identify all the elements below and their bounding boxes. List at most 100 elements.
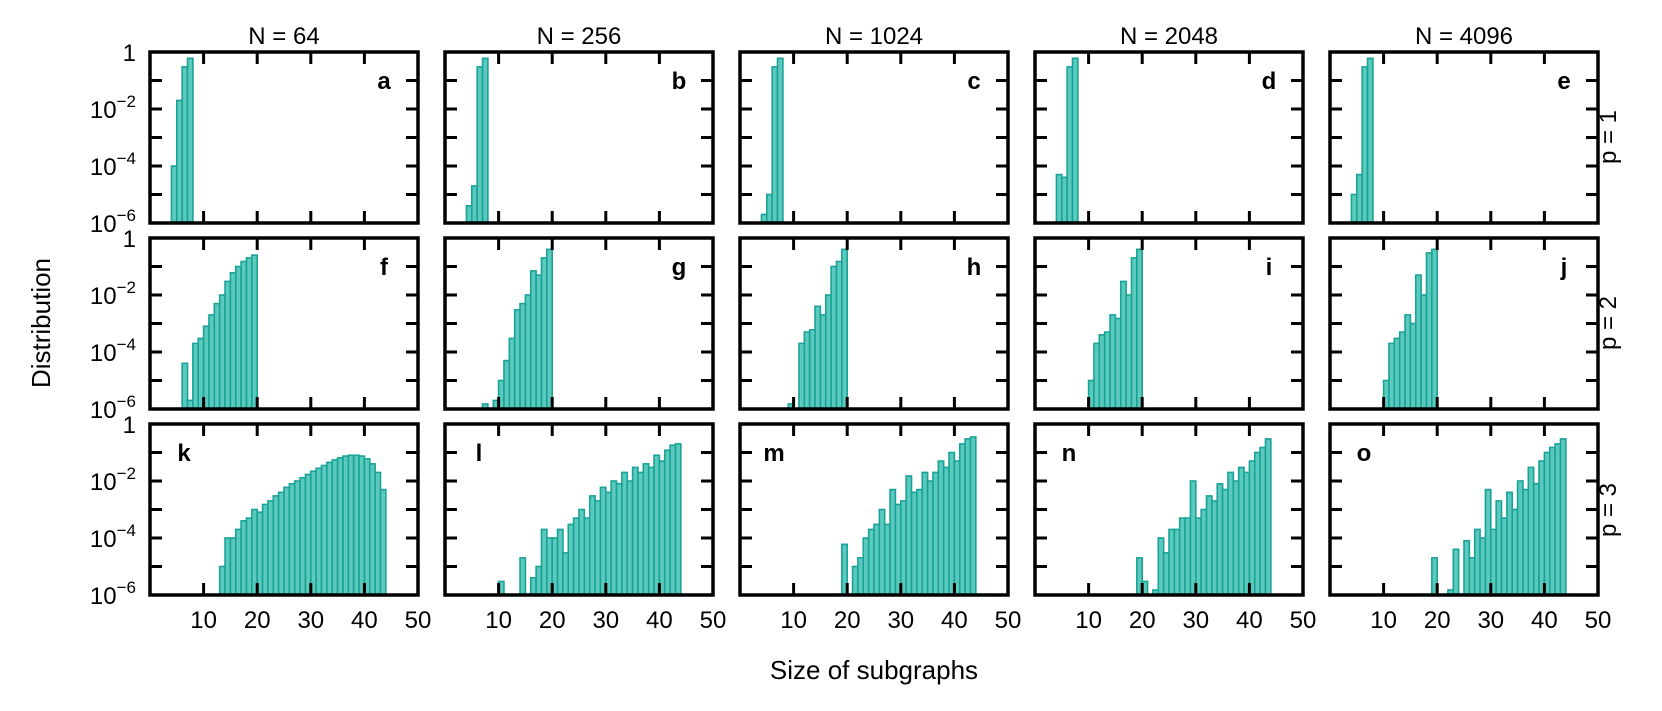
bar (1527, 466, 1535, 596)
bar (465, 205, 473, 224)
bar (331, 459, 339, 596)
y-tick-label: 10−4 (90, 335, 136, 367)
bar (529, 577, 537, 596)
bar (245, 257, 253, 410)
bar (1559, 438, 1567, 596)
panel-label: o (1357, 440, 1372, 467)
y-axis-title: Distribution (26, 258, 56, 388)
bar (942, 466, 950, 596)
y-tick-label: 10−6 (90, 206, 136, 238)
bar (862, 537, 870, 596)
column-title: N = 2048 (1120, 23, 1218, 50)
bar (540, 528, 548, 596)
bar (288, 482, 296, 596)
bar (315, 467, 323, 596)
bar (1479, 537, 1487, 596)
bar (1109, 314, 1117, 410)
column-titles: N = 64 N = 256 N = 1024 N = 2048 N = 409… (248, 23, 1513, 50)
x-tick-label: 10 (780, 607, 807, 634)
column-title: N = 4096 (1415, 23, 1513, 50)
x-tick-label: 10 (190, 607, 217, 634)
bar (347, 454, 355, 596)
bar (899, 500, 907, 596)
bar (368, 463, 376, 596)
chart-panel-a: a 1 10−2 10−4 10−6 (90, 40, 420, 238)
bar (621, 471, 629, 596)
x-tick-label: 50 (1290, 607, 1317, 634)
bar (658, 460, 666, 596)
bar (1237, 466, 1245, 596)
bar (889, 488, 897, 596)
bar (1173, 528, 1181, 596)
panel-frame (1328, 50, 1600, 225)
bar (1103, 331, 1111, 410)
bar (916, 488, 924, 596)
bar (245, 517, 253, 596)
y-tick-label: 10−6 (90, 578, 136, 610)
bar (170, 165, 178, 224)
chart-panel-f: f 1 10−2 10−4 10−6 (90, 226, 420, 424)
x-tick-label: 50 (995, 607, 1022, 634)
bar (958, 443, 966, 596)
x-tick-label: 50 (1585, 607, 1612, 634)
bar (181, 362, 189, 410)
bar (578, 508, 586, 596)
chart-panel-g: g (443, 236, 715, 411)
bar (1157, 537, 1165, 596)
bar (631, 466, 639, 596)
y-tick-label: 1 (123, 226, 136, 253)
bar (229, 537, 237, 596)
bar (1264, 438, 1272, 596)
chart-panel-o: o 10 20 30 40 50 (1328, 422, 1612, 634)
chart-panel-i: i (1033, 236, 1305, 411)
bar (1184, 517, 1192, 596)
panel-frame (1328, 422, 1600, 597)
bar (964, 438, 972, 596)
panel-label: g (672, 254, 687, 281)
bar (218, 294, 226, 410)
bar (594, 500, 602, 596)
bar (304, 473, 312, 596)
bar (272, 495, 280, 596)
bar (1420, 294, 1428, 410)
bar (363, 458, 371, 596)
bar (251, 254, 258, 410)
bar (1516, 480, 1524, 596)
bar (326, 461, 334, 596)
panel-label: d (1262, 68, 1277, 95)
x-tick-label: 40 (646, 607, 673, 634)
chart-panel-e: e (1328, 50, 1600, 225)
bar (1130, 257, 1138, 410)
panel-frame (148, 422, 420, 597)
x-tick-label: 10 (1075, 607, 1102, 634)
bar (1431, 248, 1438, 410)
bar (529, 270, 537, 410)
panel-label: j (1560, 254, 1568, 281)
bar (873, 523, 881, 596)
chart-panel-d: d (1033, 50, 1305, 225)
chart-panel-n: n 10 20 30 40 50 (1033, 422, 1317, 634)
bar (1484, 488, 1492, 596)
panel-label: c (967, 68, 980, 95)
bar (379, 488, 387, 596)
bar (567, 523, 575, 596)
bar (1136, 248, 1143, 410)
bar (374, 471, 382, 596)
bar (1232, 480, 1240, 596)
x-tick-label: 40 (351, 607, 378, 634)
bar (1532, 482, 1540, 596)
bar (883, 523, 891, 596)
chart-panel-k: k 10 20 30 40 50 1 10−2 10−4 10−6 (90, 412, 431, 634)
bar (610, 480, 618, 596)
y-tick-label: 10−4 (90, 521, 136, 553)
panel-label: a (377, 68, 391, 95)
bar (1093, 342, 1101, 410)
bar (921, 471, 929, 596)
bar (1511, 508, 1519, 596)
bar (535, 565, 543, 596)
column-title: N = 64 (248, 23, 319, 50)
bar (352, 454, 360, 596)
bar (218, 565, 226, 596)
bar (1393, 337, 1401, 410)
